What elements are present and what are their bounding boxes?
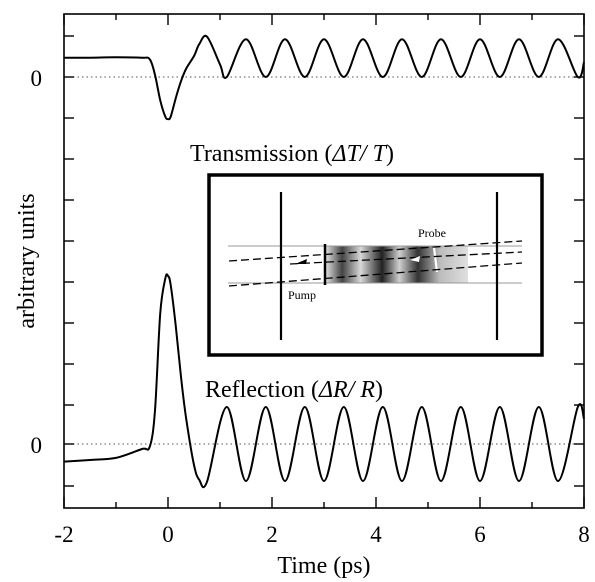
inset-beam-lower bbox=[228, 262, 523, 287]
x-tick-label: -2 bbox=[54, 522, 73, 547]
x-tick-label: 8 bbox=[578, 522, 590, 547]
x-tick-label: 2 bbox=[266, 522, 278, 547]
transmission-series-label: Transmission (ΔT/ T) bbox=[190, 141, 394, 167]
inset-arrow-left-icon bbox=[295, 259, 307, 264]
inset-diagram: Probe Pump bbox=[207, 173, 544, 357]
inset-beam-upper bbox=[228, 240, 523, 262]
inset-probe-pulse bbox=[432, 246, 439, 273]
x-tick-label: 0 bbox=[162, 522, 174, 547]
series-line-transmission bbox=[63, 34, 585, 121]
inset-beam-center bbox=[289, 251, 523, 265]
x-tick-label: 4 bbox=[370, 522, 382, 547]
inset-arrow-probe-icon bbox=[410, 256, 420, 262]
y-axis-title: arbitrary units bbox=[14, 193, 40, 328]
y-tick-label-reflection-zero: 0 bbox=[31, 433, 43, 458]
x-tick-labels: -2 0 2 4 6 8 bbox=[54, 522, 589, 547]
reflection-series-label: Reflection (ΔR/ R) bbox=[205, 377, 383, 403]
inset-probe-label: Probe bbox=[418, 226, 446, 240]
series-line-reflection bbox=[63, 273, 585, 489]
axis-ticks bbox=[63, 14, 585, 508]
y-tick-label-transmission-zero: 0 bbox=[31, 66, 43, 91]
x-axis-title: Time (ps) bbox=[277, 553, 370, 579]
x-tick-label: 6 bbox=[474, 522, 486, 547]
inset-crystal bbox=[325, 246, 468, 283]
inset-pump-label: Pump bbox=[288, 288, 316, 302]
